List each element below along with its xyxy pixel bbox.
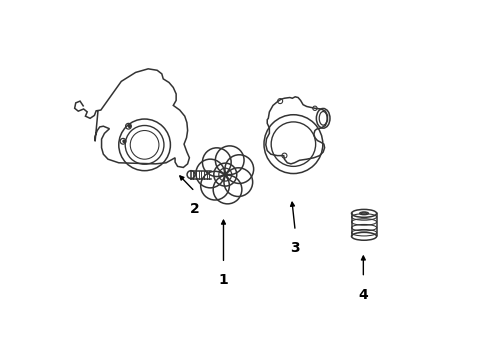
Text: 3: 3: [291, 241, 300, 255]
Circle shape: [128, 125, 131, 127]
Circle shape: [123, 140, 125, 142]
Text: 1: 1: [219, 273, 228, 287]
Text: 2: 2: [190, 202, 199, 216]
Text: 4: 4: [359, 288, 368, 302]
